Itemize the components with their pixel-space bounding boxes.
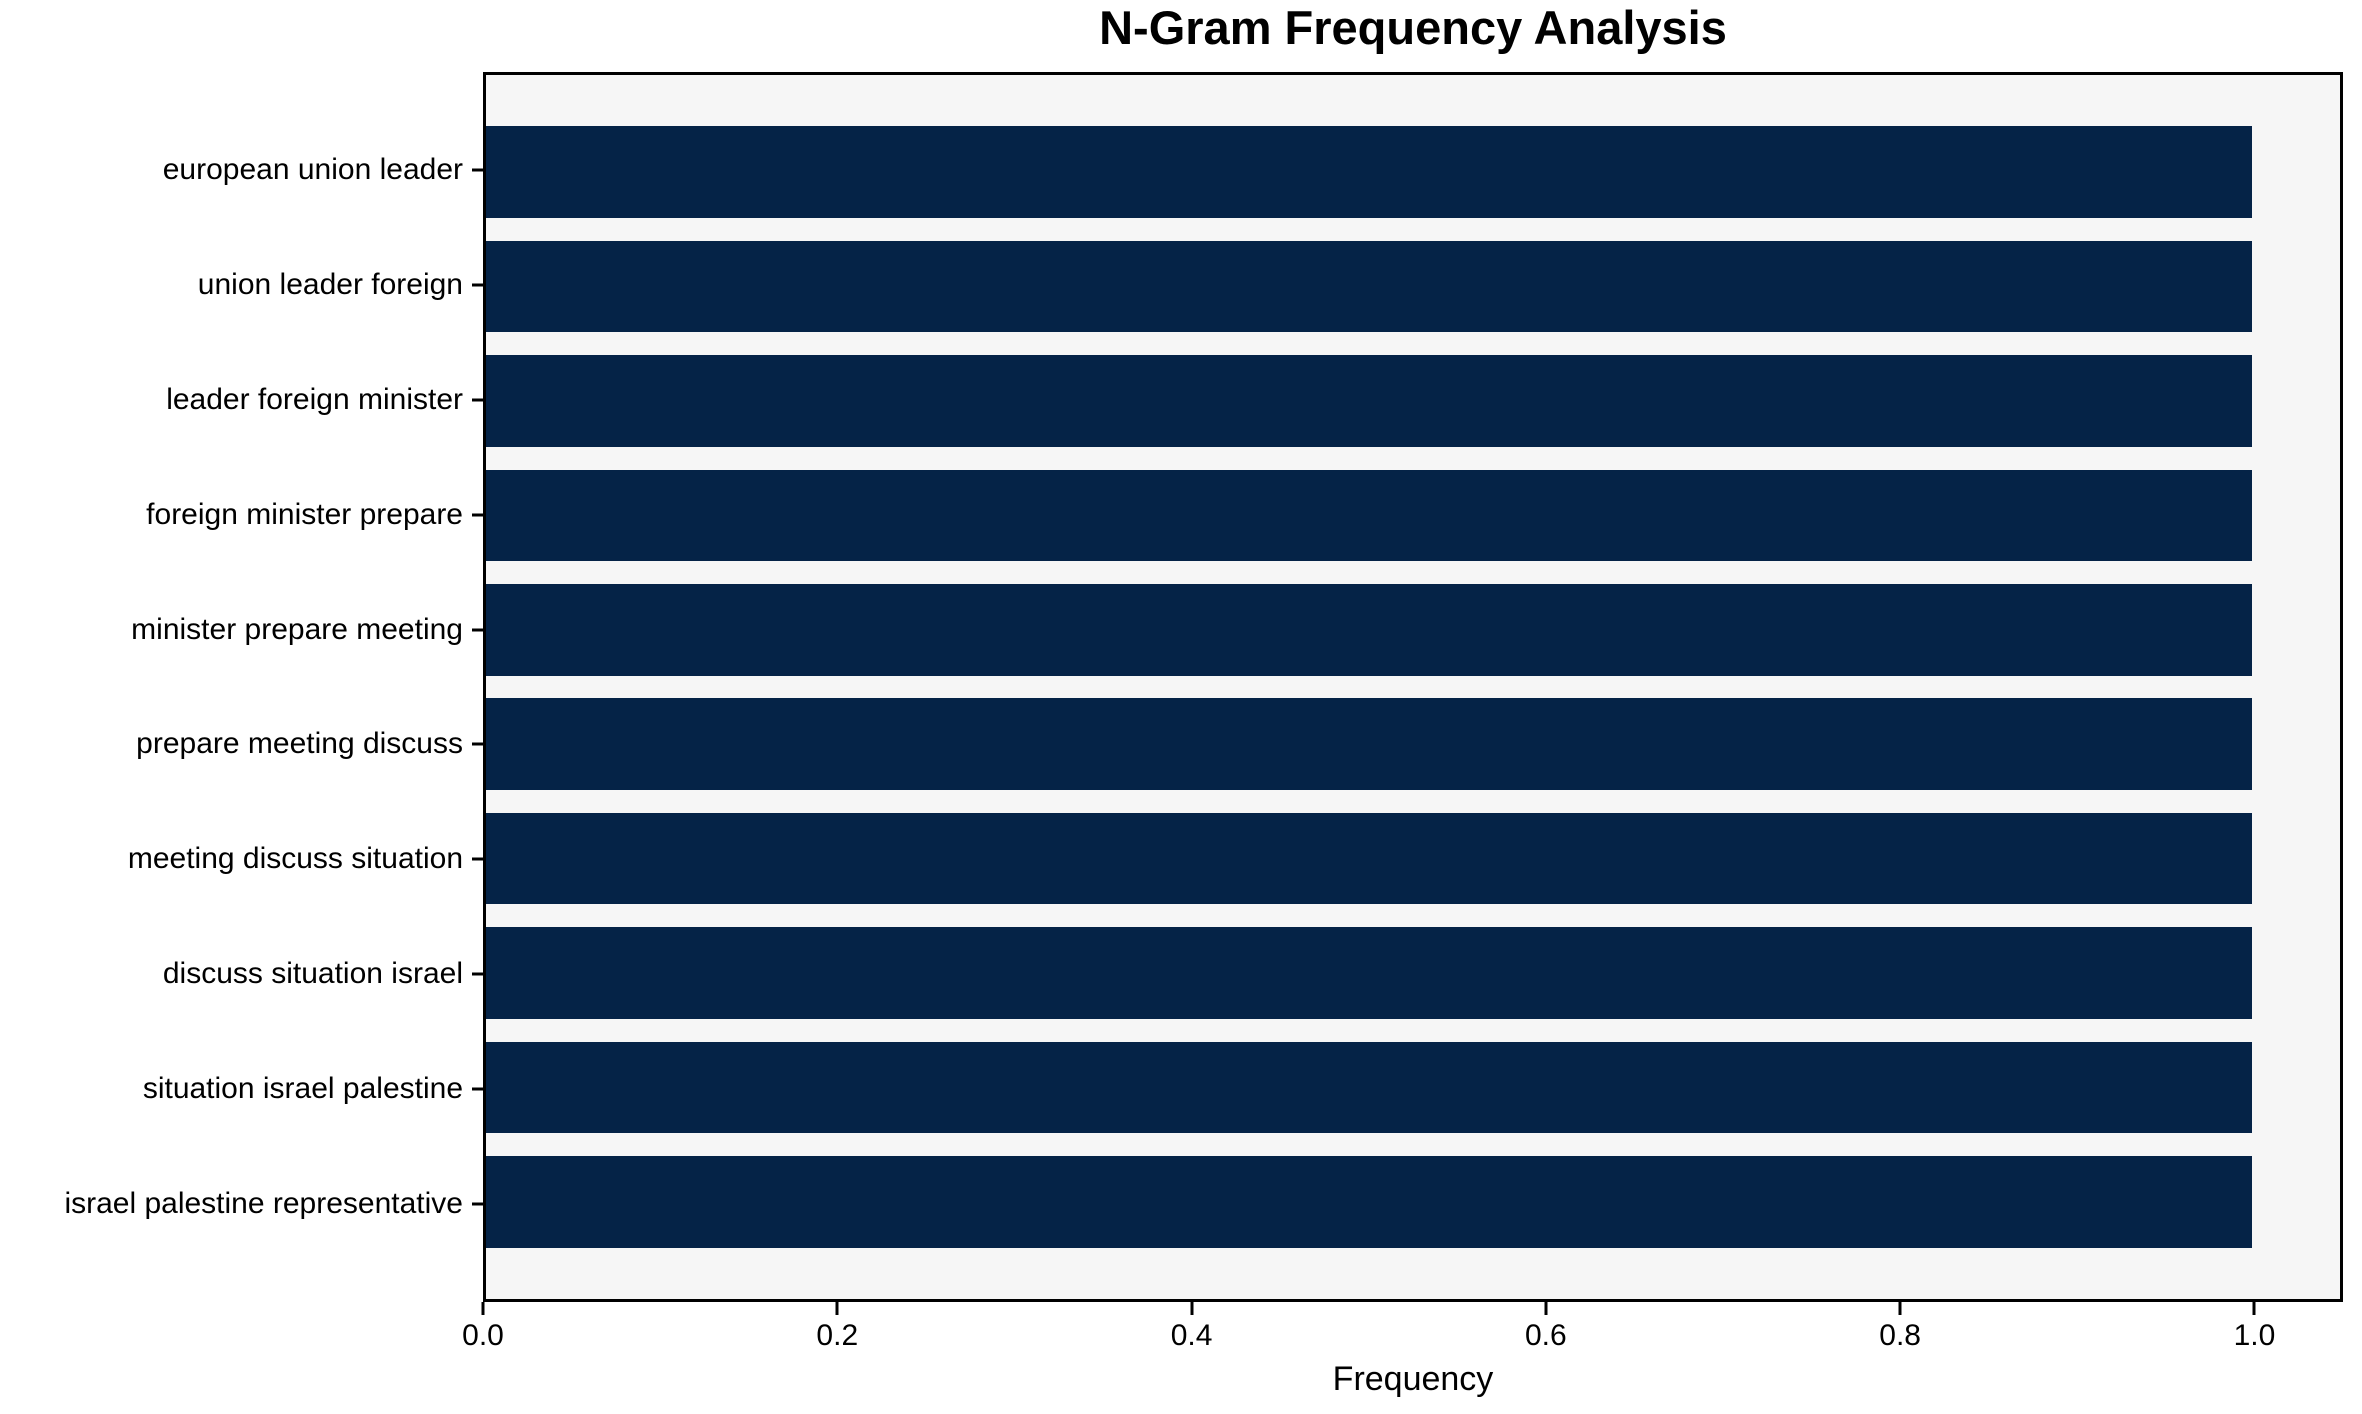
x-tick-label: 0.4 (1170, 1319, 1213, 1352)
y-tick-mark (472, 398, 483, 402)
x-tick-label: 0.8 (1879, 1319, 1921, 1352)
y-tick-label: foreign minister prepare (146, 497, 463, 531)
chart-title: N-Gram Frequency Analysis (1099, 1, 1727, 54)
y-tick-label: prepare meeting discuss (136, 727, 463, 761)
x-tick-mark (1898, 1302, 1902, 1315)
bar (486, 240, 2252, 333)
y-tick-label: israel palestine representative (64, 1187, 463, 1221)
bar (486, 812, 2252, 905)
y-tick-label: discuss situation israel (162, 957, 463, 991)
y-tick-mark (472, 857, 483, 861)
x-tick-label: 0.0 (462, 1319, 504, 1352)
bar (486, 927, 2252, 1019)
bar (486, 584, 2252, 676)
y-tick-mark (472, 742, 483, 746)
y-tick-mark (472, 972, 483, 976)
x-tick-mark (481, 1302, 485, 1315)
y-tick-mark (472, 1202, 483, 1206)
y-tick-mark (472, 283, 483, 287)
y-tick-mark (472, 513, 483, 517)
y-axis-tick-marks (472, 72, 483, 1302)
bar (486, 355, 2252, 447)
y-tick-mark (472, 1087, 483, 1091)
x-tick-label: 0.6 (1524, 1319, 1567, 1352)
x-tick-mark (1190, 1302, 1194, 1315)
x-axis-tick-labels: 0.0 0.2 0.4 0.6 0.8 1.0 (462, 1319, 2343, 1357)
y-tick-label: leader foreign minister (166, 382, 463, 416)
y-tick-mark (472, 628, 483, 632)
bar (486, 126, 2252, 218)
y-tick-label: meeting discuss situation (127, 842, 463, 876)
y-tick-label: union leader foreign (197, 267, 463, 301)
x-tick-mark (1544, 1302, 1548, 1315)
bar (486, 469, 2252, 562)
x-tick-mark (2252, 1302, 2256, 1315)
plot-area (483, 72, 2343, 1302)
x-tick-label: 0.2 (816, 1319, 859, 1352)
y-tick-mark (472, 168, 483, 172)
x-tick-label: 1.0 (2233, 1319, 2276, 1352)
y-axis-labels: european union leader union leader foreig… (0, 72, 463, 1302)
bar (486, 1041, 2252, 1134)
bar (486, 698, 2252, 790)
x-axis-label: Frequency (1332, 1360, 1494, 1398)
x-tick-mark (835, 1302, 839, 1315)
bar (486, 1156, 2252, 1248)
y-tick-label: situation israel palestine (142, 1072, 463, 1106)
y-tick-label: minister prepare meeting (131, 612, 463, 646)
y-tick-label: european union leader (162, 152, 463, 186)
x-axis-tick-marks (481, 1302, 2343, 1315)
